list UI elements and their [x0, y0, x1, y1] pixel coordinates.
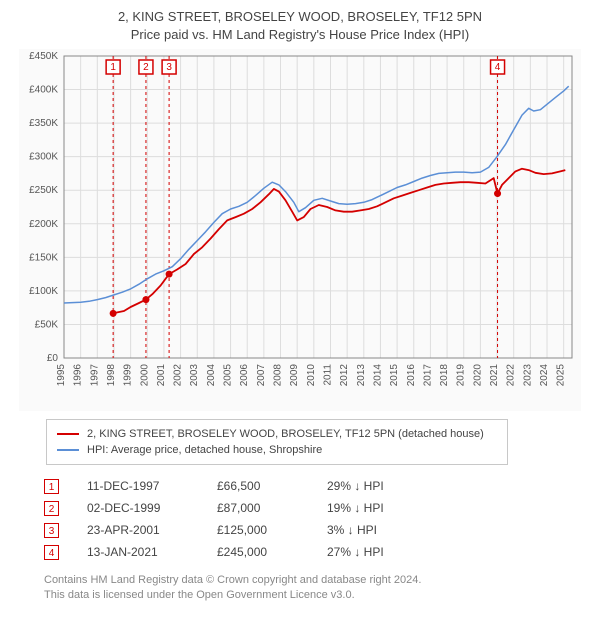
svg-text:2006: 2006	[239, 364, 250, 387]
svg-text:2: 2	[143, 62, 149, 73]
sale-date: 02-DEC-1999	[87, 501, 217, 515]
sale-marker: 1	[44, 479, 59, 494]
footer-attribution: Contains HM Land Registry data © Crown c…	[44, 573, 592, 604]
svg-text:2014: 2014	[372, 364, 383, 387]
legend-label: HPI: Average price, detached house, Shro…	[87, 444, 322, 456]
svg-text:2025: 2025	[556, 364, 567, 387]
svg-text:2024: 2024	[539, 364, 550, 387]
title-line-1: 2, KING STREET, BROSELEY WOOD, BROSELEY,…	[8, 8, 592, 26]
sale-marker: 2	[44, 501, 59, 516]
svg-text:2002: 2002	[173, 364, 184, 387]
legend-row: 2, KING STREET, BROSELEY WOOD, BROSELEY,…	[57, 426, 497, 442]
sale-marker: 3	[44, 523, 59, 538]
svg-text:2018: 2018	[439, 364, 450, 387]
sale-date: 23-APR-2001	[87, 523, 217, 537]
svg-text:£250K: £250K	[29, 185, 58, 196]
svg-text:£300K: £300K	[29, 152, 58, 163]
price-chart: £0 £50K £100K £150K £200K £250K £300K £350K £400…	[19, 49, 581, 411]
svg-text:2004: 2004	[206, 364, 217, 387]
svg-text:1: 1	[110, 62, 116, 73]
svg-text:2022: 2022	[506, 364, 517, 387]
legend-box: 2, KING STREET, BROSELEY WOOD, BROSELEY,…	[46, 419, 508, 465]
svg-text:2005: 2005	[223, 364, 234, 387]
sale-diff: 3% ↓ HPI	[327, 523, 447, 537]
chart-title-block: 2, KING STREET, BROSELEY WOOD, BROSELEY,…	[8, 8, 592, 43]
svg-text:£150K: £150K	[29, 252, 58, 263]
svg-text:2021: 2021	[489, 364, 500, 387]
title-line-2: Price paid vs. HM Land Registry's House …	[8, 26, 592, 44]
svg-text:2000: 2000	[139, 364, 150, 387]
svg-text:1998: 1998	[106, 364, 117, 387]
sale-diff: 19% ↓ HPI	[327, 501, 447, 515]
svg-text:2003: 2003	[189, 364, 200, 387]
sale-marker: 4	[44, 545, 59, 560]
svg-text:2013: 2013	[356, 364, 367, 387]
sale-row: 4 13-JAN-2021£245,00027% ↓ HPI	[44, 541, 592, 563]
svg-text:1995: 1995	[56, 364, 67, 387]
sale-price: £66,500	[217, 479, 327, 493]
svg-text:2023: 2023	[522, 364, 533, 387]
legend-swatch	[57, 449, 79, 451]
svg-text:2008: 2008	[273, 364, 284, 387]
svg-text:£200K: £200K	[29, 219, 58, 230]
svg-text:2015: 2015	[389, 364, 400, 387]
svg-text:2010: 2010	[306, 364, 317, 387]
svg-text:£0: £0	[47, 353, 59, 364]
svg-text:2017: 2017	[422, 364, 433, 387]
legend-swatch	[57, 433, 79, 435]
sale-diff: 29% ↓ HPI	[327, 479, 447, 493]
svg-text:2012: 2012	[339, 364, 350, 387]
sale-price: £87,000	[217, 501, 327, 515]
sale-row: 2 02-DEC-1999£87,00019% ↓ HPI	[44, 497, 592, 519]
svg-text:2011: 2011	[322, 364, 333, 386]
footer-line-1: Contains HM Land Registry data © Crown c…	[44, 573, 592, 588]
svg-text:£400K: £400K	[29, 85, 58, 96]
svg-text:2001: 2001	[156, 364, 167, 387]
sale-row: 3 23-APR-2001£125,0003% ↓ HPI	[44, 519, 592, 541]
sales-table: 1 11-DEC-1997£66,50029% ↓ HPI 2 02-DEC-1999…	[44, 475, 592, 563]
sale-diff: 27% ↓ HPI	[327, 545, 447, 559]
svg-text:£100K: £100K	[29, 286, 58, 297]
sale-date: 11-DEC-1997	[87, 479, 217, 493]
svg-text:£350K: £350K	[29, 118, 58, 129]
svg-text:1997: 1997	[89, 364, 100, 387]
svg-text:4: 4	[495, 62, 501, 73]
svg-text:£50K: £50K	[35, 320, 59, 331]
sale-price: £245,000	[217, 545, 327, 559]
svg-text:1996: 1996	[73, 364, 84, 387]
legend-label: 2, KING STREET, BROSELEY WOOD, BROSELEY,…	[87, 428, 484, 440]
svg-text:2007: 2007	[256, 364, 267, 387]
svg-text:2016: 2016	[406, 364, 417, 387]
svg-text:2020: 2020	[472, 364, 483, 387]
svg-text:3: 3	[166, 62, 172, 73]
sale-price: £125,000	[217, 523, 327, 537]
sale-row: 1 11-DEC-1997£66,50029% ↓ HPI	[44, 475, 592, 497]
sale-date: 13-JAN-2021	[87, 545, 217, 559]
svg-text:2019: 2019	[456, 364, 467, 387]
footer-line-2: This data is licensed under the Open Gov…	[44, 588, 592, 603]
svg-text:1999: 1999	[123, 364, 134, 387]
svg-text:£450K: £450K	[29, 51, 58, 62]
legend-row: HPI: Average price, detached house, Shro…	[57, 442, 497, 458]
svg-text:2009: 2009	[289, 364, 300, 387]
